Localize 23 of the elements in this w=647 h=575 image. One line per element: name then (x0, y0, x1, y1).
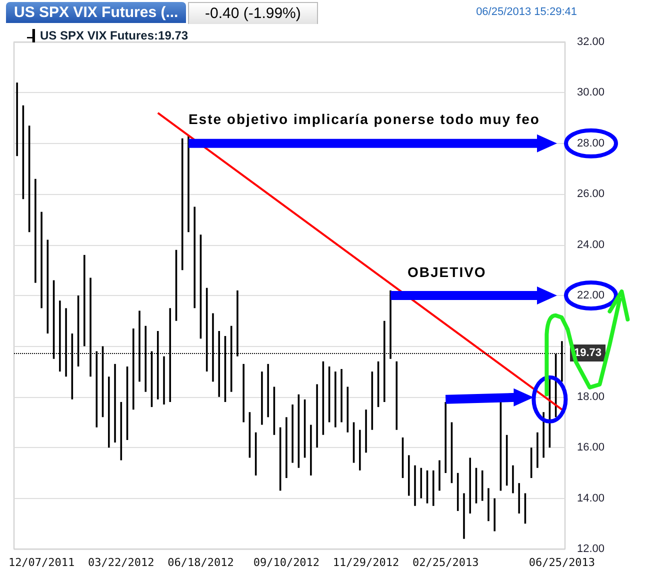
x-tick-label: 02/25/2013 (412, 556, 479, 569)
x-tick-label: 09/10/2012 (253, 556, 320, 569)
y-tick-label: 32.00 (577, 36, 605, 48)
y-tick-label: 18.00 (577, 390, 605, 403)
annotation: Este objetivo implicaría ponerse todo muy feo (188, 111, 540, 128)
x-tick-label: 06/18/2012 (168, 556, 234, 569)
legend-label: US SPX VIX Futures:19.73 (40, 28, 188, 43)
y-tick-label: 30.00 (577, 86, 605, 99)
y-tick-label: 26.00 (577, 188, 605, 200)
chart-subtitle: -0.40 (-1.99%) (188, 2, 318, 24)
y-tick-label: 16.00 (577, 442, 605, 454)
x-tick-label: 12/07/2011 (8, 556, 75, 569)
y-tick-label: 12.00 (577, 543, 605, 555)
y-tick-label: 14.00 (577, 492, 605, 504)
x-tick-label: 03/22/2012 (88, 556, 154, 569)
x-tick-label: 06/25/2013 (528, 556, 596, 569)
annotation: OBJETIVO (408, 264, 486, 280)
y-tick-label: 22.00 (577, 290, 605, 302)
text: 06/25/2013 15:29:41 (476, 6, 577, 18)
y-tick-label: 24.00 (577, 238, 605, 251)
x-tick-label: 11/29/2012 (332, 556, 400, 569)
y-tick-label: 28.00 (577, 137, 605, 150)
chart-title: US SPX VIX Futures (... (6, 2, 186, 23)
